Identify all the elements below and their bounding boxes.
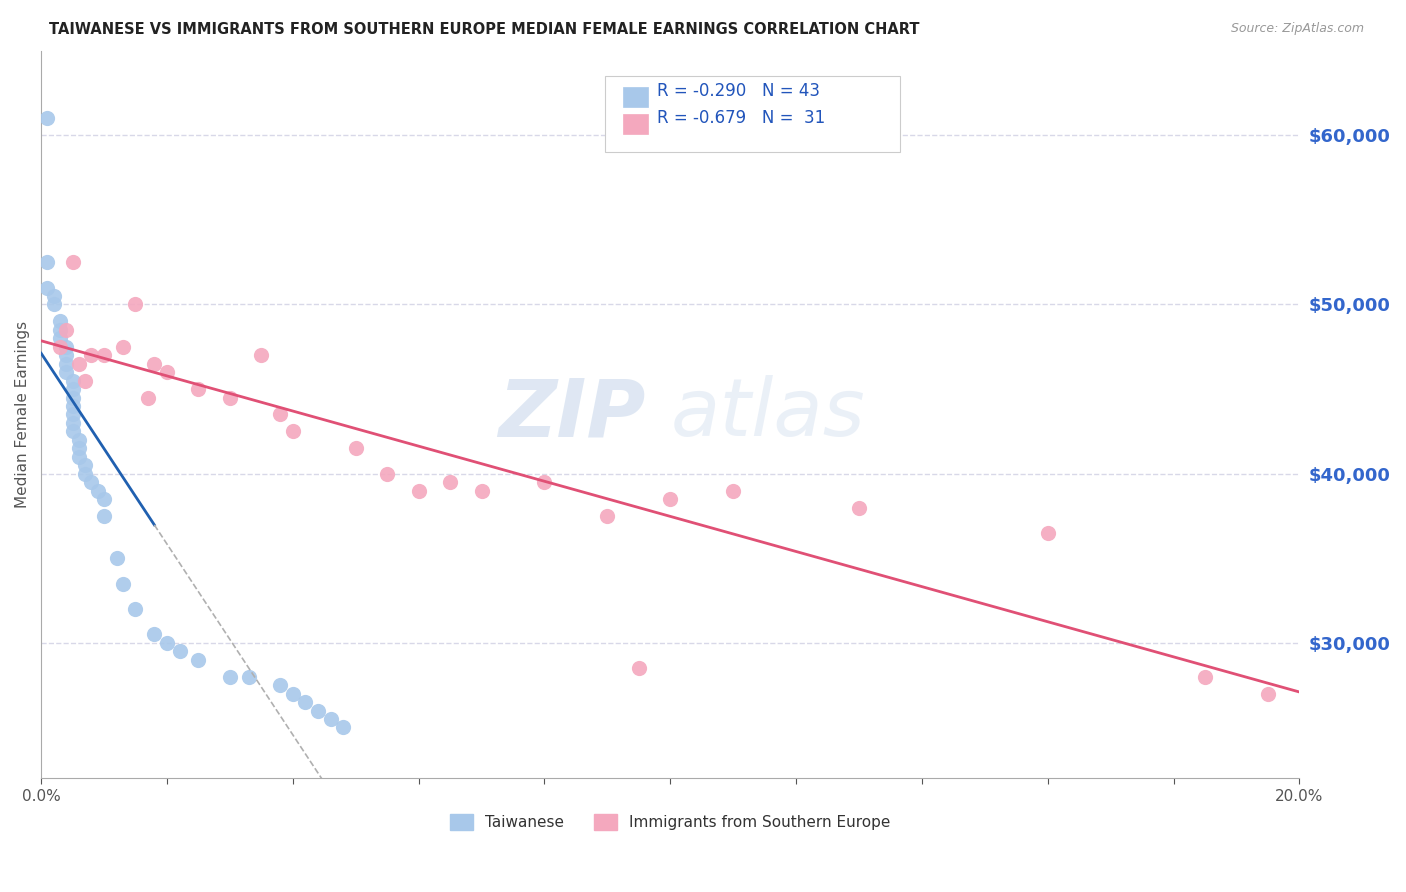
Point — [75, 458, 97, 473]
Point — [55, 365, 77, 379]
Point — [55, 340, 77, 354]
Point — [319, 712, 342, 726]
Point — [281, 425, 304, 439]
Point — [111, 340, 134, 354]
Y-axis label: Median Female Earnings: Median Female Earnings — [15, 321, 30, 508]
Point — [105, 551, 128, 566]
Point — [238, 670, 260, 684]
Point — [67, 357, 90, 371]
Point — [93, 348, 115, 362]
Point — [111, 576, 134, 591]
Point — [93, 491, 115, 506]
Point — [49, 314, 72, 328]
Point — [67, 450, 90, 464]
Point — [42, 289, 65, 303]
Point — [62, 399, 84, 413]
Point — [269, 408, 291, 422]
Point — [218, 670, 240, 684]
Point — [62, 416, 84, 430]
Point — [124, 602, 146, 616]
Point — [1194, 670, 1216, 684]
Point — [62, 391, 84, 405]
Point — [218, 391, 240, 405]
Point — [37, 280, 59, 294]
Point — [93, 508, 115, 523]
Point — [848, 500, 870, 515]
Point — [37, 255, 59, 269]
Point — [1257, 687, 1279, 701]
Point — [62, 255, 84, 269]
Point — [332, 721, 354, 735]
Point — [49, 323, 72, 337]
Point — [269, 678, 291, 692]
Point — [439, 475, 461, 490]
Point — [37, 112, 59, 126]
Point — [659, 491, 682, 506]
Text: Source: ZipAtlas.com: Source: ZipAtlas.com — [1230, 22, 1364, 36]
Legend: Taiwanese, Immigrants from Southern Europe: Taiwanese, Immigrants from Southern Euro… — [443, 808, 897, 836]
Point — [375, 467, 398, 481]
Point — [281, 687, 304, 701]
Point — [169, 644, 191, 658]
Point — [62, 408, 84, 422]
Point — [80, 475, 103, 490]
Point — [307, 704, 329, 718]
Point — [136, 391, 159, 405]
Point — [55, 348, 77, 362]
Point — [62, 425, 84, 439]
Point — [143, 627, 166, 641]
Point — [62, 374, 84, 388]
Point — [124, 297, 146, 311]
Text: atlas: atlas — [671, 376, 865, 453]
Point — [143, 357, 166, 371]
Point — [67, 442, 90, 456]
Point — [596, 508, 619, 523]
Point — [156, 365, 179, 379]
Point — [187, 382, 209, 396]
Point — [627, 661, 650, 675]
Text: R = -0.679   N =  31: R = -0.679 N = 31 — [657, 109, 825, 127]
Point — [62, 382, 84, 396]
Point — [408, 483, 430, 498]
Point — [42, 297, 65, 311]
Point — [80, 348, 103, 362]
Point — [87, 483, 110, 498]
Point — [187, 653, 209, 667]
Point — [49, 331, 72, 345]
Point — [344, 442, 367, 456]
Point — [55, 323, 77, 337]
Point — [75, 374, 97, 388]
Point — [533, 475, 555, 490]
Point — [55, 357, 77, 371]
Point — [294, 695, 316, 709]
Point — [1036, 525, 1059, 540]
Point — [721, 483, 744, 498]
Text: TAIWANESE VS IMMIGRANTS FROM SOUTHERN EUROPE MEDIAN FEMALE EARNINGS CORRELATION : TAIWANESE VS IMMIGRANTS FROM SOUTHERN EU… — [49, 22, 920, 37]
Point — [470, 483, 492, 498]
Point — [156, 636, 179, 650]
Point — [67, 433, 90, 447]
Point — [49, 340, 72, 354]
Point — [75, 467, 97, 481]
Point — [250, 348, 273, 362]
Text: ZIP: ZIP — [498, 376, 645, 453]
Text: R = -0.290   N = 43: R = -0.290 N = 43 — [657, 82, 820, 100]
